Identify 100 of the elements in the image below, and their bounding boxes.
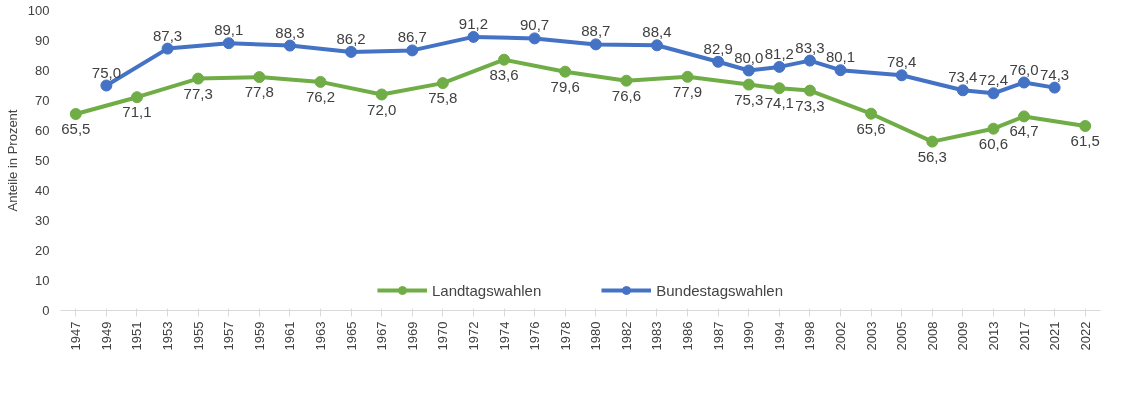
point: [1018, 110, 1031, 123]
point: [1018, 76, 1031, 89]
x-tick-label: 1998: [802, 321, 818, 351]
point: [926, 135, 939, 148]
x-tick-label: 1987: [710, 321, 726, 351]
data-label: 74,3: [1040, 65, 1070, 83]
x-tick-label: 1976: [527, 321, 543, 351]
point: [773, 82, 786, 95]
x-tick-label: 2021: [1047, 321, 1063, 351]
x-tick-label: 1969: [404, 321, 420, 351]
data-label: 88,3: [275, 23, 305, 41]
x-tick-label: 2008: [924, 321, 940, 351]
data-label: 89,1: [214, 21, 244, 39]
data-label: 76,2: [305, 87, 336, 105]
data-label: 87,3: [152, 26, 183, 44]
data-label: 65,5: [61, 120, 91, 137]
point: [620, 74, 633, 87]
point: [742, 64, 755, 77]
data-label: 72,0: [367, 100, 397, 118]
data-label: 56,3: [917, 147, 947, 165]
point: [498, 53, 511, 66]
point: [528, 32, 541, 45]
x-tick-label: 1994: [771, 321, 787, 351]
y-tick-label: 80: [35, 63, 50, 78]
data-label: 60,6: [978, 134, 1009, 152]
data-label: 79,6: [550, 77, 580, 95]
data-label: 75,0: [91, 63, 121, 81]
data-label: 76,0: [1009, 60, 1039, 78]
x-tick-label: 1955: [190, 321, 206, 351]
data-label: 77,8: [244, 83, 274, 101]
point: [650, 39, 663, 52]
x-tick-label: 2003: [863, 321, 879, 351]
point: [314, 75, 327, 88]
data-label: 91,2: [458, 14, 489, 32]
y-tick-label: 70: [35, 93, 50, 108]
point: [253, 71, 266, 84]
y-tick-label: 90: [35, 33, 50, 48]
point: [956, 84, 969, 97]
x-tick-label: 1983: [649, 321, 665, 351]
point: [1048, 81, 1061, 94]
point: [742, 78, 755, 91]
y-tick-label: 100: [27, 3, 50, 18]
x-tick-label: 1990: [741, 321, 757, 351]
data-label: 88,7: [581, 22, 611, 40]
data-label: 75,3: [734, 90, 764, 108]
data-label: 61,5: [1070, 132, 1100, 149]
y-tick-label: 50: [35, 153, 50, 168]
point: [69, 108, 82, 120]
point: [467, 30, 480, 43]
point: [712, 55, 725, 68]
legend-label: Bundestagswahlen: [656, 281, 784, 299]
y-tick-label: 40: [35, 183, 50, 198]
point: [559, 65, 572, 78]
x-tick-label: 1949: [98, 321, 114, 351]
point: [1079, 120, 1092, 132]
point: [283, 39, 296, 52]
data-label: 65,6: [856, 119, 886, 137]
point: [865, 107, 878, 120]
data-label: 75,8: [428, 89, 458, 107]
data-label: 64,7: [1009, 122, 1039, 140]
point: [406, 44, 419, 57]
x-tick-label: 1970: [435, 321, 451, 351]
data-label: 73,4: [948, 68, 978, 86]
data-label: 88,4: [642, 23, 672, 41]
data-label: 80,0: [734, 48, 764, 66]
point: [345, 45, 358, 58]
y-tick-label: 60: [35, 123, 50, 138]
x-tick-label: 1965: [343, 321, 359, 351]
y-axis-title: Anteile in Prozent: [4, 109, 20, 212]
point: [192, 72, 205, 85]
data-label: 81,2: [764, 44, 794, 62]
data-label: 82,9: [703, 39, 733, 57]
point: [589, 38, 602, 51]
data-label: 86,2: [336, 29, 366, 47]
x-tick-label: 1974: [496, 321, 512, 351]
x-tick-label: 1963: [313, 321, 328, 351]
x-tick-label: 1947: [68, 321, 84, 351]
legend-label: Landtagswahlen: [431, 281, 542, 299]
x-tick-label: 1978: [557, 321, 573, 351]
point: [987, 122, 1000, 135]
y-tick-label: 20: [35, 243, 50, 258]
point: [222, 37, 235, 50]
x-tick-label: 1967: [374, 321, 390, 351]
x-tick-label: 1953: [160, 321, 176, 351]
point: [375, 88, 388, 101]
data-label: 74,1: [764, 94, 794, 112]
point: [895, 69, 908, 82]
point: [803, 54, 816, 67]
data-label: 83,3: [795, 38, 825, 56]
x-tick-label: 1959: [251, 321, 267, 351]
data-label: 72,4: [978, 71, 1009, 89]
y-tick-label: 30: [35, 213, 50, 228]
data-label: 77,3: [183, 84, 213, 102]
x-tick-label: 1957: [221, 321, 237, 351]
x-tick-label: 2017: [1016, 321, 1032, 351]
point: [100, 79, 113, 92]
data-label: 90,7: [520, 16, 550, 34]
x-tick-label: 1951: [129, 321, 145, 351]
data-label: 77,9: [672, 82, 703, 100]
y-tick-label: 0: [42, 303, 50, 318]
